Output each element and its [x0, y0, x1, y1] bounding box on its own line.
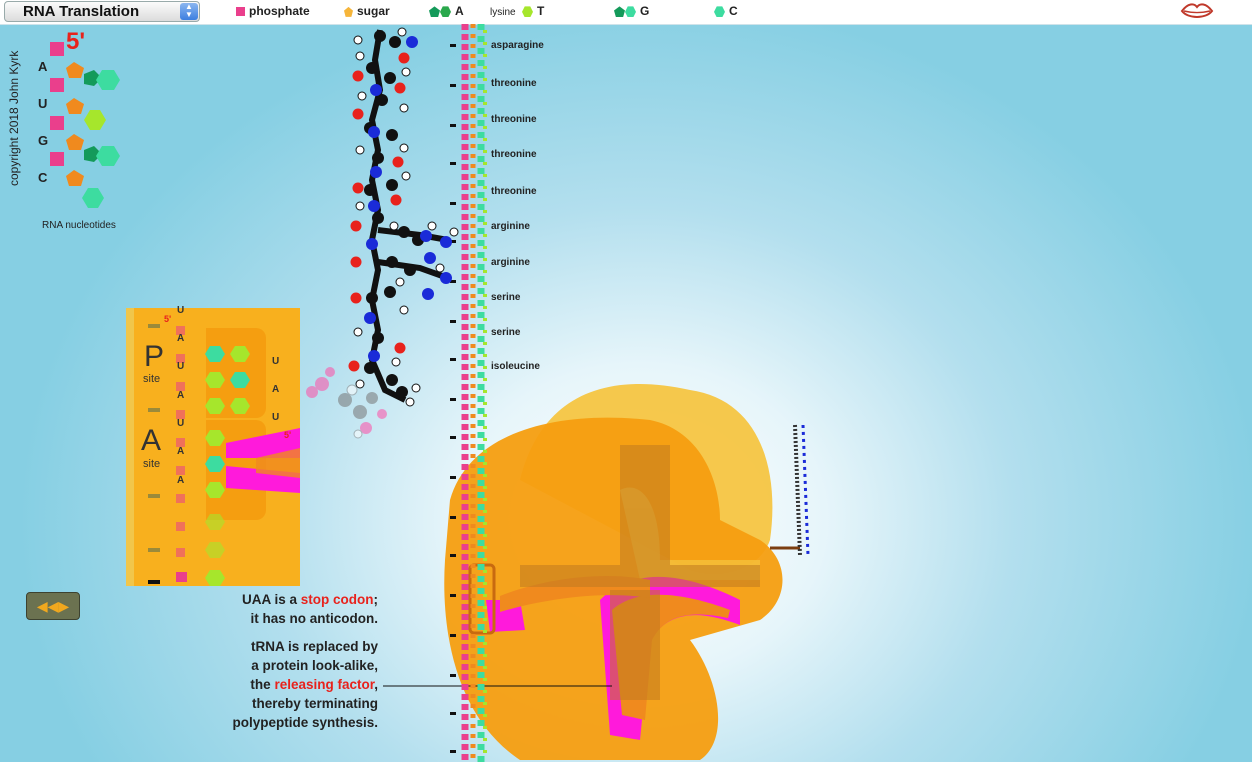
marker-dash [148, 580, 160, 584]
mrna-letter: A [177, 333, 185, 344]
caption-text: tRNA is replaced by [250, 639, 378, 654]
prev-next-arrows-icon[interactable]: ◀◀▶ [26, 592, 80, 620]
caption-text: ; [373, 592, 379, 607]
nucleotide-G-shapes [50, 116, 120, 166]
caption-text: UAA is a [241, 592, 301, 607]
legend-sugar-label: sugar [357, 4, 390, 18]
mrna-letter: A [177, 390, 185, 401]
ribosome-dotted-texture [520, 445, 760, 700]
exiting-polypeptide [770, 424, 810, 556]
legend-lysine-label: lysine [490, 7, 516, 18]
caption-paragraph-releasing-factor: tRNA is replaced by a protein look-alike… [190, 637, 378, 732]
caption-text: the [250, 677, 275, 692]
legend-C-label: C [729, 4, 738, 18]
amino-acid-label: threonine [491, 114, 537, 125]
nucleotide-U-shapes [50, 78, 106, 130]
mrna-letter: U [177, 361, 185, 372]
caption-paragraph-stop-codon: UAA is a stop codon; it has no anticodon… [190, 590, 378, 628]
nucleotide-A-shapes [50, 42, 120, 90]
amino-acid-label: threonine [491, 186, 537, 197]
amino-acid-label: arginine [491, 221, 530, 232]
legend-phosphate: phosphate [236, 4, 310, 18]
amino-acid-label: threonine [491, 78, 537, 89]
lips-icon[interactable] [1180, 1, 1214, 21]
thymine-hexagon-icon [522, 6, 533, 18]
legend-phosphate-label: phosphate [249, 4, 310, 18]
anticodon-letter: U [272, 412, 280, 423]
closeup-dashes [148, 324, 160, 552]
guanine-pentagon-icon [614, 6, 625, 18]
legend-A-label: A [455, 4, 464, 18]
legend-A: A [429, 4, 464, 18]
anticodon-letter: U [272, 356, 280, 367]
closeup-five-prime-top: 5' [164, 314, 172, 324]
adenine-hexagon-icon [440, 6, 451, 18]
legend-G: G [614, 4, 649, 18]
purine-pentagon-icon [429, 6, 440, 18]
mrna-letter: U [177, 305, 185, 316]
mrna-tick-marks [450, 44, 456, 753]
p-site-label: site [143, 373, 161, 385]
rna-nucleotides-diagram [50, 42, 120, 208]
cytosine-hexagon-icon [714, 6, 725, 18]
a-site-label: site [143, 458, 161, 470]
nucleotide-U-letter: U [38, 96, 48, 111]
phosphate-square-icon [236, 7, 245, 17]
legend-T: T [522, 4, 544, 18]
caption-text: thereby terminating [251, 696, 378, 711]
top-toolbar: RNA Translation ▲ ▼ phosphate sugar A lys… [0, 0, 1252, 25]
amino-acid-label: serine [491, 327, 521, 338]
closeup-five-prime-right: 5' [284, 430, 292, 440]
ribosome-closeup-panel [126, 308, 300, 586]
lesson-select-dropdown[interactable]: RNA Translation ▲ ▼ [4, 1, 200, 22]
rna-nucleotides-label: RNA nucleotides [42, 220, 116, 231]
guanine-hexagon-icon [625, 6, 636, 18]
legend-sugar: sugar [344, 4, 390, 18]
five-prime-label: 5' [66, 28, 86, 55]
a-site-letter: A [141, 424, 162, 457]
nucleotide-G-letter: G [38, 133, 49, 148]
amino-acid-label: arginine [491, 257, 530, 268]
closeup-backbone [176, 326, 185, 557]
amino-acid-label: serine [491, 292, 521, 303]
lesson-select-value: RNA Translation [23, 3, 140, 20]
legend-G-label: G [640, 4, 650, 18]
explanation-caption: UAA is a stop codon; it has no anticodon… [190, 590, 378, 741]
p-site-letter: P [144, 340, 165, 373]
caption-text: , [374, 677, 378, 692]
amino-acid-label: threonine [491, 149, 537, 160]
mrna-strand [461, 24, 487, 762]
nucleotide-C-letter: C [38, 170, 48, 185]
caption-text: a protein look-alike, [251, 658, 378, 673]
sugar-pentagon-icon [344, 6, 353, 17]
mrna-letter: A [177, 446, 185, 457]
mrna-letter: U [177, 418, 185, 429]
closeup-bases [205, 346, 250, 558]
legend-C: C [714, 4, 738, 18]
select-arrows-icon: ▲ ▼ [180, 3, 198, 20]
legend-T-label: T [537, 4, 545, 18]
stop-codon-highlight: stop codon [300, 592, 374, 607]
releasing-factor-highlight: releasing factor [274, 677, 375, 692]
caption-text: polypeptide synthesis. [232, 715, 378, 730]
nucleotide-C-shapes [50, 152, 104, 208]
legend-lysine: lysine [490, 4, 516, 18]
caption-text: it has no anticodon. [250, 611, 379, 626]
amino-acid-label: isoleucine [491, 361, 540, 372]
amino-acid-label: asparagine [491, 40, 544, 51]
nucleotide-A-letter: A [38, 59, 48, 74]
anticodon-letter: A [272, 384, 280, 395]
mrna-letter: A [177, 475, 185, 486]
polypeptide-chain [306, 27, 459, 439]
